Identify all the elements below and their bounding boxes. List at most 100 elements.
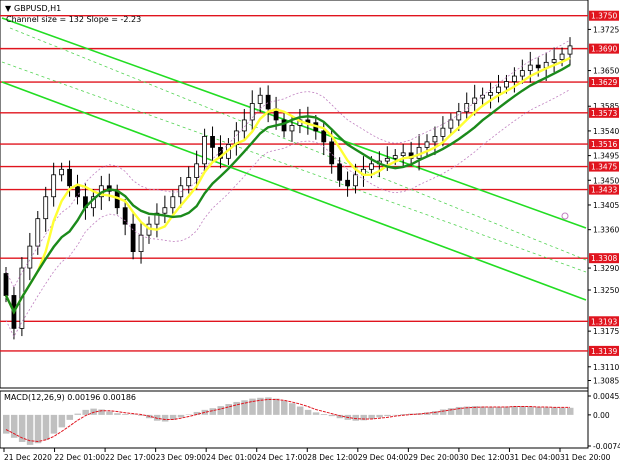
y-tick-label: 1.3585 [593,102,619,111]
candle-bull [241,119,247,132]
channel-mid-line [1,61,587,273]
macd-tick-label: 0.00453 [593,392,620,401]
macd-histogram-bar [487,406,495,415]
level-price-label: 1.3750 [591,12,617,21]
channels-layer [1,17,587,301]
candle-bull [448,119,454,129]
level-price-tag [589,10,619,21]
candle-bull [194,163,200,178]
macd-histogram-bar [66,414,74,420]
header-dropdown-icon[interactable]: ▼ [5,4,12,13]
candle-bull [496,86,501,93]
macd-label: MACD(12,26,9) 0.00196 0.00186 [4,393,136,402]
macd-histogram-bar [495,406,503,415]
macd-histogram-bar [463,406,471,415]
candle-bull [400,152,406,157]
y-tick-label: 1.3495 [593,152,619,161]
y-tick-label: 1.3405 [593,201,619,210]
macd-histogram-bar [106,411,113,415]
candle-bull [59,168,65,176]
candle-bull [567,45,573,55]
x-tick-label: 24 Dec 01:00 [206,453,257,462]
candle-bear [281,119,287,132]
candle-bear [218,146,223,159]
macd-histogram-bar [257,397,264,415]
x-tick-label: 22 Dec 01:00 [55,453,106,462]
candle-bull [257,94,263,104]
level-price-tag [589,77,619,88]
macd-histogram-bar [288,403,296,415]
macd-histogram-bar [320,414,328,415]
macd-histogram-bar [130,414,137,415]
macd-histogram-bar [559,407,566,415]
y-tick-label: 1.3290 [593,264,619,273]
y-tick-label: 1.3085 [593,377,619,386]
x-tick-label: 29 Dec 04:00 [358,453,409,462]
candle-bull [551,59,557,63]
candle-bull [202,135,207,165]
candle-bull [43,196,49,220]
level-price-label: 1.3193 [591,317,617,326]
macd-histogram-bar [26,414,34,445]
envelope-lower-line [5,89,571,338]
channel-info: Channel size = 132 Slope = -2.23 [6,15,141,24]
macd-histogram-bar [74,413,81,415]
macd-histogram-bar [114,413,121,415]
macd-histogram-bar [217,406,224,415]
macd-tick-label: -0.00747 [593,442,620,451]
candle-bull [456,111,462,121]
candle-bull [170,196,176,209]
macd-histogram-bar [18,414,26,442]
candle-bull [353,174,358,187]
macd-histogram-bar [42,414,50,440]
x-axis-labels: 21 Dec 2020 22 Dec 01:00 22 Dec 17:00 23 De… [3,448,611,462]
candle-bull [424,141,430,148]
level-price-label: 1.3433 [591,186,617,195]
candle-bear [329,141,335,165]
y-tick-label: 1.3360 [593,226,619,235]
macd-histogram-bar [376,414,383,418]
envelope-upper-line [5,39,571,289]
level-price-tag [589,184,619,195]
macd-histogram-bar [519,406,526,415]
macd-histogram-bar [304,409,312,415]
macd-layer: 0.00453 0.00 -0.00747 [3,392,620,451]
level-price-tag [589,316,619,327]
macd-histogram-bar [511,406,518,415]
channel-dashed-line [9,27,587,261]
macd-histogram-bar [50,414,58,434]
candle-bear [321,130,327,143]
level-price-tag [589,107,619,118]
candle-bull [369,163,374,170]
alert-marker [561,212,569,220]
macd-histogram-bar [138,414,145,416]
candle-bull [384,157,390,162]
level-price-label: 1.3629 [591,78,617,87]
candle-bull [162,207,168,214]
macd-histogram-bar [122,414,129,415]
x-tick-label: 22 Dec 17:00 [105,453,156,462]
macd-histogram-bar [3,414,10,434]
level-price-tag [589,139,619,150]
macd-histogram-bar [98,409,105,415]
candle-bull [488,92,493,96]
macd-histogram-bar [503,406,510,415]
candle-bear [67,168,72,187]
macd-histogram-bar [312,412,320,415]
macd-histogram-bar [225,404,232,415]
ma-slow-line [4,63,571,315]
macd-histogram-bar [368,414,375,420]
candle-bull [186,177,192,187]
macd-histogram-bar [527,406,534,415]
candle-bull [432,135,438,143]
x-tick-label: 23 Dec 09:00 [156,453,207,462]
macd-histogram-bar [185,414,193,415]
macd-histogram-bar [58,414,66,428]
macd-histogram-bar [439,409,447,415]
macd-histogram-bar [34,414,42,444]
macd-signal-line [5,399,570,443]
x-tick-label: 28 Dec 12:00 [307,453,358,462]
macd-histogram-bar [400,414,407,415]
level-price-label: 1.3690 [591,45,617,54]
macd-histogram-bar [209,408,217,415]
